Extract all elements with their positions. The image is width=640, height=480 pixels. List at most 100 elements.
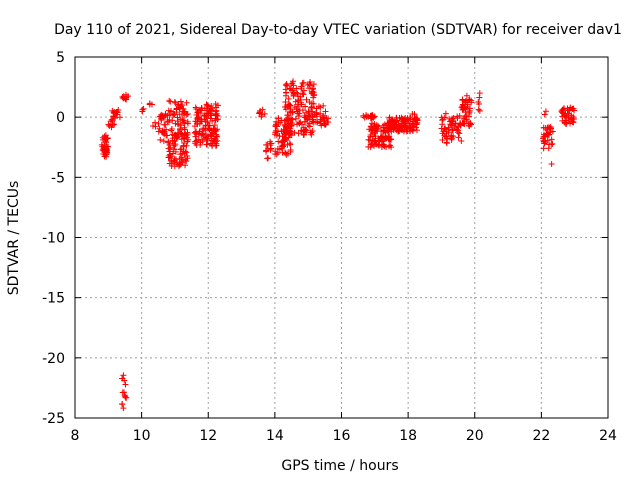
data-point xyxy=(171,110,178,117)
data-point xyxy=(302,114,309,121)
data-point xyxy=(259,106,266,113)
data-point xyxy=(172,156,179,163)
data-point xyxy=(476,90,483,97)
data-point xyxy=(295,130,302,137)
data-point xyxy=(548,136,555,143)
data-point xyxy=(183,149,190,156)
data-point xyxy=(171,142,178,149)
x-tick-label: 18 xyxy=(399,428,417,444)
data-point xyxy=(169,117,176,124)
data-point xyxy=(322,108,329,115)
data-point xyxy=(279,149,286,156)
data-point xyxy=(404,116,411,123)
data-point xyxy=(204,137,211,144)
data-point xyxy=(409,127,416,134)
data-point xyxy=(98,141,105,148)
data-point xyxy=(275,138,282,145)
data-point xyxy=(208,143,215,150)
data-point xyxy=(455,123,462,130)
data-point xyxy=(310,100,317,107)
data-point xyxy=(177,125,184,132)
data-point xyxy=(280,143,287,150)
data-point xyxy=(168,108,175,115)
data-point xyxy=(386,133,393,140)
data-point xyxy=(380,128,387,135)
data-point xyxy=(442,110,449,117)
data-point xyxy=(390,125,397,132)
x-tick-label: 20 xyxy=(466,428,484,444)
data-point xyxy=(476,107,483,114)
data-point xyxy=(475,106,482,113)
data-point xyxy=(214,126,221,133)
data-point xyxy=(388,117,395,124)
y-tick-label: -25 xyxy=(42,411,65,427)
data-point xyxy=(297,93,304,100)
data-point xyxy=(268,145,275,152)
data-points xyxy=(98,78,578,412)
data-point xyxy=(213,107,220,114)
data-point xyxy=(159,129,166,136)
data-point xyxy=(209,118,216,125)
data-point xyxy=(466,122,473,129)
data-point xyxy=(311,91,318,98)
y-axis-title: SDTVAR / TECUs xyxy=(6,181,22,296)
data-point xyxy=(283,89,290,96)
data-point xyxy=(176,161,183,168)
y-tick-label: 5 xyxy=(56,50,65,66)
data-point xyxy=(122,393,129,400)
data-point xyxy=(412,117,419,124)
data-point xyxy=(366,126,373,133)
data-point xyxy=(459,102,466,109)
data-point xyxy=(294,101,301,108)
data-point xyxy=(103,153,110,160)
data-point xyxy=(301,131,308,138)
data-point xyxy=(295,113,302,120)
data-point xyxy=(475,100,482,107)
data-point xyxy=(286,140,293,147)
data-point xyxy=(456,130,463,137)
data-point xyxy=(199,131,206,138)
data-point xyxy=(263,147,270,154)
data-point xyxy=(318,122,325,129)
data-point xyxy=(211,135,218,142)
data-point xyxy=(272,131,279,138)
x-axis-title: GPS time / hours xyxy=(281,458,398,474)
data-point xyxy=(168,127,175,134)
data-point xyxy=(282,150,289,157)
data-point xyxy=(369,127,376,134)
data-point xyxy=(404,116,411,123)
data-point xyxy=(111,121,118,128)
data-point xyxy=(559,113,566,120)
data-point xyxy=(297,96,304,103)
data-point xyxy=(448,136,455,143)
data-point xyxy=(258,113,265,120)
data-point xyxy=(166,154,173,161)
data-point xyxy=(280,137,287,144)
x-tick-label: 24 xyxy=(599,428,617,444)
data-point xyxy=(184,153,191,160)
y-tick-label: -20 xyxy=(42,351,65,367)
data-point xyxy=(410,121,417,128)
data-point xyxy=(203,107,210,114)
data-point xyxy=(439,121,446,128)
data-point xyxy=(540,124,547,131)
data-point xyxy=(282,82,289,89)
data-point xyxy=(454,115,461,122)
data-point xyxy=(195,130,202,137)
data-point xyxy=(200,125,207,132)
data-point xyxy=(102,135,109,142)
data-point xyxy=(290,82,297,89)
data-point xyxy=(194,109,201,116)
data-point xyxy=(293,105,300,112)
data-point xyxy=(307,129,314,136)
data-point xyxy=(174,114,181,121)
data-point xyxy=(170,146,177,153)
data-point xyxy=(287,123,294,130)
data-point xyxy=(176,111,183,118)
chart-title: Day 110 of 2021, Sidereal Day-to-day VTE… xyxy=(54,22,622,38)
data-point xyxy=(282,99,289,106)
data-point xyxy=(308,104,315,111)
data-point xyxy=(301,118,308,125)
data-point xyxy=(379,133,386,140)
data-point xyxy=(321,117,328,124)
